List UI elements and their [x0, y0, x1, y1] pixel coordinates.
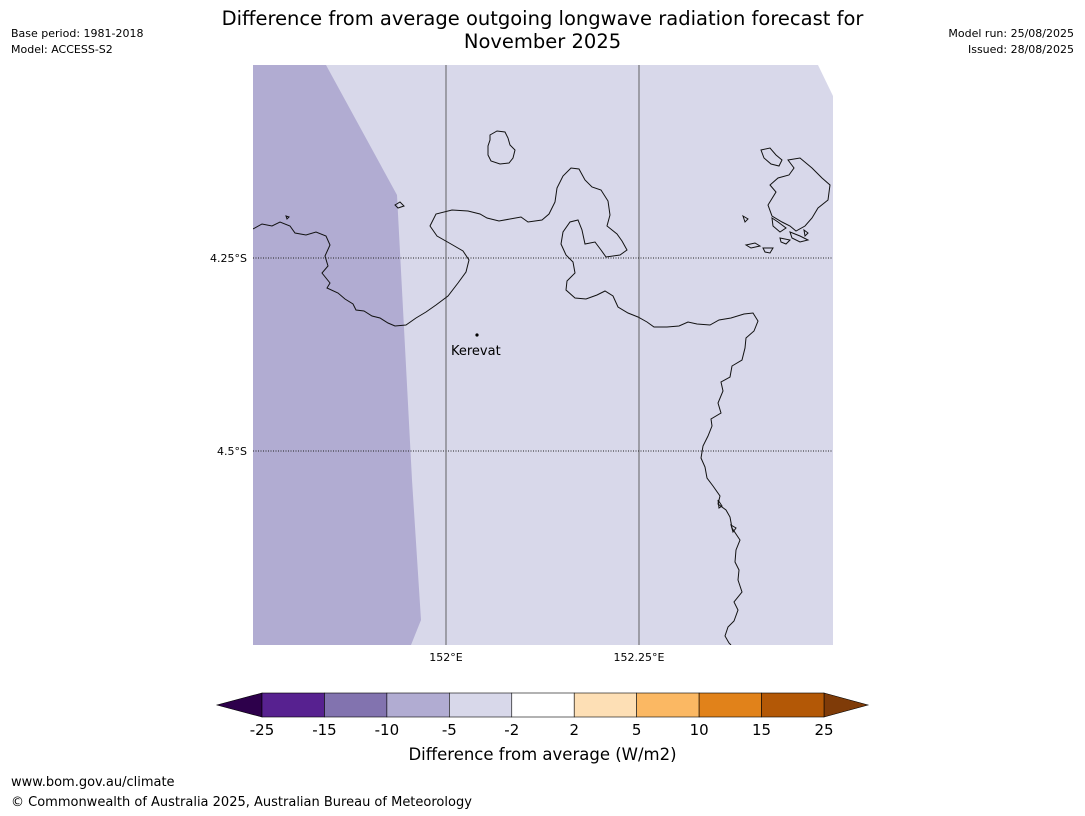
chart-title: Difference from average outgoing longwav… [221, 7, 864, 53]
issued-text: Issued: 28/08/2025 [967, 43, 1074, 56]
model-run-text: Model run: 25/08/2025 [948, 27, 1074, 40]
blank-corner [818, 65, 833, 96]
colorbar-tick-label: 2 [569, 721, 579, 739]
colorbar-extend-low [215, 692, 263, 718]
colorbar-swatch [636, 692, 700, 718]
colorbar-tick-label: -5 [442, 721, 457, 739]
colorbar-tick-label: -2 [504, 721, 519, 739]
colorbar-swatch [261, 692, 325, 718]
lon-label-152e: 152°E [429, 651, 462, 664]
kerevat-marker [475, 333, 479, 337]
colorbar-swatch [761, 692, 825, 718]
footer-copyright: © Commonwealth of Australia 2025, Austra… [11, 795, 472, 810]
model-text: Model: ACCESS-S2 [11, 43, 113, 56]
colorbar-label: Difference from average (W/m2) [408, 745, 677, 764]
colorbar-swatch [386, 692, 450, 718]
colorbar-tick-label: 25 [814, 721, 833, 739]
colorbar-swatch [573, 692, 637, 718]
kerevat-label: Kerevat [451, 344, 501, 359]
coastline-main [253, 167, 759, 645]
colorbar-swatch [449, 692, 513, 718]
colorbar-tick-label: 15 [752, 721, 771, 739]
colorbar-tick-label: -25 [250, 721, 275, 739]
colorbar-extend-high [823, 692, 870, 718]
meta-left: Base period: 1981-2018 Model: ACCESS-S2 [11, 26, 143, 58]
lat-label-4-25s: 4.25°S [210, 252, 247, 265]
islet-west [394, 201, 405, 209]
meta-right: Model run: 25/08/2025 Issued: 28/08/2025 [948, 26, 1074, 58]
lat-label-4-5s: 4.5°S [217, 445, 247, 458]
colorbar-tick-label: 10 [690, 721, 709, 739]
islands-northeast [742, 147, 831, 254]
shade-region-dark [253, 65, 421, 645]
coastline-group [253, 130, 831, 645]
colorbar-tick-label: 5 [632, 721, 642, 739]
base-period-text: Base period: 1981-2018 [11, 27, 144, 40]
lon-label-152-25e: 152.25°E [614, 651, 665, 664]
colorbar-tick-label: -10 [375, 721, 400, 739]
islet-small [285, 215, 290, 220]
colorbar-swatch [511, 692, 575, 718]
footer-url: www.bom.gov.au/climate [11, 775, 175, 790]
island-north [487, 130, 516, 165]
islet-east-coast [717, 499, 737, 534]
colorbar-swatch [698, 692, 762, 718]
map-area: Kerevat [253, 65, 833, 645]
colorbar-tick-label: -15 [312, 721, 337, 739]
colorbar: -25 -15 -10 -5 -2 2 5 10 15 25 [215, 692, 870, 739]
colorbar-swatch [324, 692, 388, 718]
